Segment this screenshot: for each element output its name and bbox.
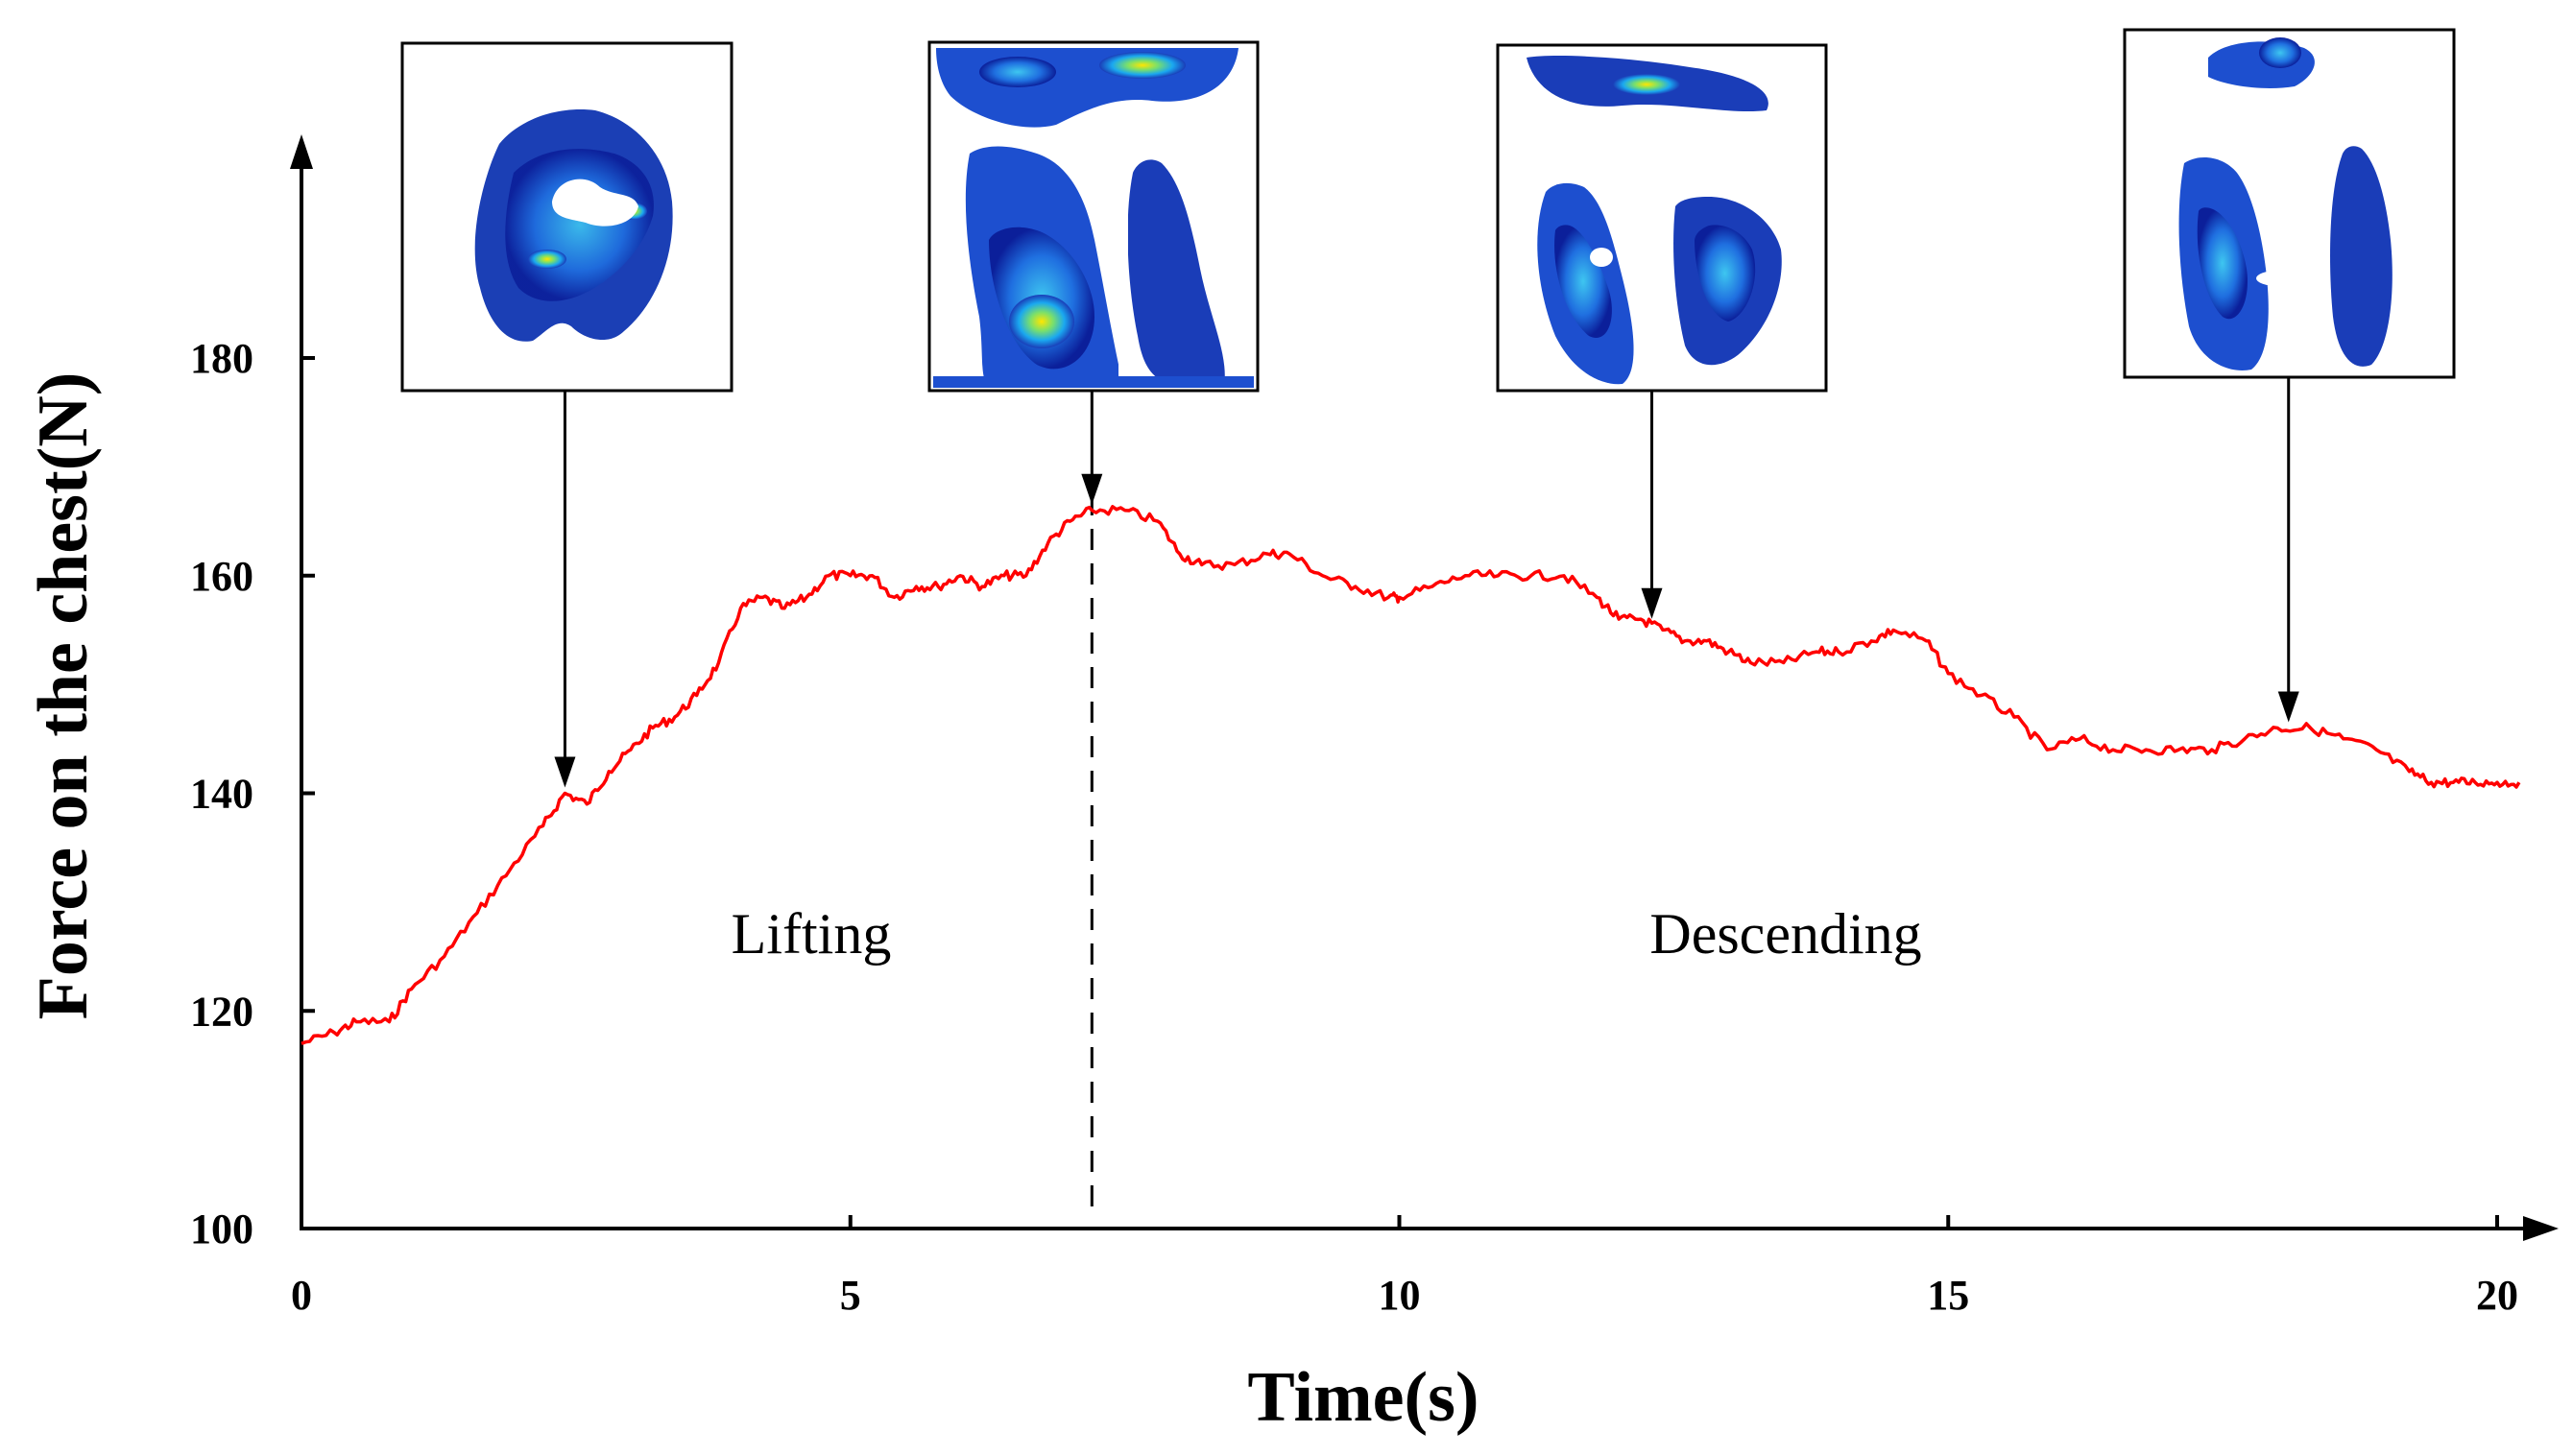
- phase-label-lifting: Lifting: [732, 902, 892, 966]
- x-ticks: 0 5 10 15 20: [291, 1215, 2518, 1319]
- inset-arrow-head: [554, 756, 576, 788]
- y-ticks: 100 120 140 160 180: [190, 335, 315, 1253]
- inset-arrow-head: [1081, 473, 1103, 505]
- y-tick-label: 160: [190, 553, 253, 600]
- y-axis-arrowhead: [290, 134, 313, 169]
- x-tick-label: 10: [1379, 1272, 1421, 1319]
- y-tick-label: 180: [190, 335, 253, 382]
- force-series-line: [301, 505, 2521, 1045]
- x-tick-label: 20: [2476, 1272, 2518, 1319]
- pressure-map-3: [1496, 43, 1828, 393]
- x-tick-label: 0: [291, 1272, 312, 1319]
- inset-arrows: [554, 377, 2299, 788]
- inset-arrow-head: [1641, 587, 1663, 619]
- pressure-map-1: [400, 41, 733, 393]
- x-tick-label: 5: [840, 1272, 861, 1319]
- phase-label-descending: Descending: [1649, 902, 1921, 966]
- y-tick-label: 140: [190, 771, 253, 818]
- x-axis-arrowhead: [2523, 1216, 2559, 1241]
- y-tick-label: 120: [190, 988, 253, 1035]
- inset-arrow-head: [2277, 691, 2299, 723]
- y-tick-label: 100: [190, 1205, 253, 1253]
- x-tick-label: 15: [1927, 1272, 1969, 1319]
- pressure-map-4: [2123, 28, 2456, 379]
- pressure-map-2: [927, 40, 1260, 393]
- x-axis-title: Time(s): [1247, 1358, 1479, 1437]
- y-axis-title: Force on the chest(N): [24, 372, 103, 1020]
